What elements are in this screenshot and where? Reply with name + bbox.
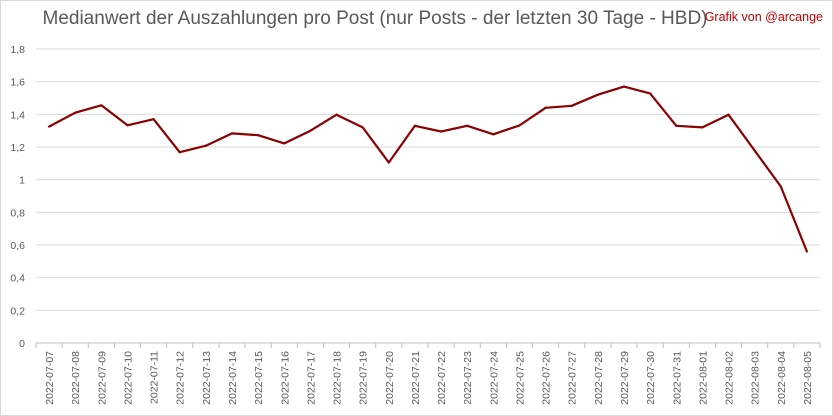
x-tick-label: 2022-07-26 bbox=[541, 351, 553, 405]
data-point bbox=[74, 111, 77, 114]
x-tick-label: 2022-07-08 bbox=[70, 351, 82, 405]
x-tick-label: 2022-07-23 bbox=[462, 351, 474, 405]
x-tick-label: 2022-07-24 bbox=[488, 351, 500, 405]
x-tick-label: 2022-07-30 bbox=[645, 351, 657, 405]
data-point bbox=[439, 130, 443, 133]
data-point bbox=[466, 124, 469, 127]
x-tick-label: 2022-07-07 bbox=[44, 351, 56, 405]
x-tick-label: 2022-07-10 bbox=[122, 351, 134, 405]
data-point bbox=[779, 185, 782, 188]
data-point bbox=[47, 125, 51, 128]
data-point bbox=[544, 106, 547, 109]
y-tick-label: 1,4 bbox=[10, 109, 25, 121]
data-point bbox=[701, 126, 704, 129]
data-point bbox=[283, 142, 286, 145]
data-point bbox=[152, 118, 155, 121]
data-point bbox=[596, 93, 599, 96]
data-point bbox=[335, 113, 338, 116]
x-tick-label: 2022-07-13 bbox=[201, 351, 213, 405]
x-tick-label: 2022-07-15 bbox=[253, 351, 265, 405]
y-tick-label: 1 bbox=[19, 175, 25, 187]
y-tick-label: 0,8 bbox=[10, 207, 25, 219]
data-point bbox=[387, 161, 390, 164]
x-tick-label: 2022-08-05 bbox=[802, 351, 814, 405]
y-tick-label: 1,8 bbox=[10, 44, 25, 56]
x-tick-label: 2022-07-28 bbox=[593, 351, 605, 405]
y-tick-label: 0,4 bbox=[10, 273, 25, 285]
data-point bbox=[727, 113, 730, 116]
x-tick-labels: 2022-07-07 2022-07-08 2022-07-09 2022-07-10… bbox=[44, 351, 814, 405]
x-tick-label: 2022-08-03 bbox=[750, 351, 762, 405]
data-point bbox=[649, 92, 652, 95]
x-tick-label: 2022-07-14 bbox=[227, 351, 239, 405]
chart-credit: Grafik von @arcange bbox=[704, 10, 823, 24]
y-tick-labels: 0 0,2 0,4 0,6 0,8 1 1,2 1,4 1,6 1,8 bbox=[10, 44, 25, 350]
series bbox=[47, 85, 809, 253]
data-point bbox=[413, 124, 417, 127]
data-point bbox=[753, 149, 756, 152]
data-point bbox=[675, 124, 678, 127]
x-tick-label: 2022-07-20 bbox=[384, 351, 396, 405]
x-tick-label: 2022-07-16 bbox=[279, 351, 291, 405]
axes bbox=[35, 342, 821, 348]
data-point bbox=[178, 151, 181, 154]
data-point bbox=[805, 250, 809, 253]
x-tick-label: 2022-07-12 bbox=[175, 351, 187, 405]
y-tick-label: 0,6 bbox=[10, 240, 25, 252]
data-point bbox=[204, 144, 207, 147]
x-tick-label: 2022-07-29 bbox=[619, 351, 631, 405]
data-point bbox=[570, 104, 573, 107]
y-tick-label: 1,2 bbox=[10, 142, 25, 154]
x-tick-label: 2022-08-01 bbox=[697, 351, 709, 405]
y-tick-label: 0,2 bbox=[10, 305, 25, 317]
x-tick-label: 2022-07-31 bbox=[671, 351, 683, 405]
data-point bbox=[309, 129, 312, 132]
data-point bbox=[361, 126, 364, 129]
x-tick-label: 2022-07-22 bbox=[436, 351, 448, 405]
x-tick-label: 2022-07-18 bbox=[332, 351, 344, 405]
data-point bbox=[230, 132, 234, 135]
data-point bbox=[100, 104, 103, 107]
data-point bbox=[622, 85, 626, 88]
gridlines bbox=[36, 48, 820, 311]
series-line bbox=[48, 85, 808, 252]
x-tick-label: 2022-07-17 bbox=[305, 351, 317, 405]
x-tick-label: 2022-07-19 bbox=[358, 351, 370, 405]
data-point bbox=[518, 124, 521, 127]
data-point bbox=[257, 134, 260, 137]
y-tick-label: 0 bbox=[19, 338, 25, 350]
x-tick-label: 2022-08-04 bbox=[776, 351, 788, 405]
x-tick-label: 2022-07-09 bbox=[96, 351, 108, 405]
y-tick-label: 1,6 bbox=[10, 77, 25, 89]
x-tick-label: 2022-07-27 bbox=[567, 351, 579, 405]
x-tick-label: 2022-07-11 bbox=[149, 351, 161, 404]
x-tick-label: 2022-07-25 bbox=[514, 351, 526, 405]
data-point bbox=[492, 133, 495, 136]
x-tick-label: 2022-07-21 bbox=[410, 351, 422, 405]
chart-title: Medianwert der Auszahlungen pro Post (nu… bbox=[42, 8, 708, 29]
data-point bbox=[126, 124, 129, 127]
x-tick-label: 2022-08-02 bbox=[724, 351, 736, 405]
